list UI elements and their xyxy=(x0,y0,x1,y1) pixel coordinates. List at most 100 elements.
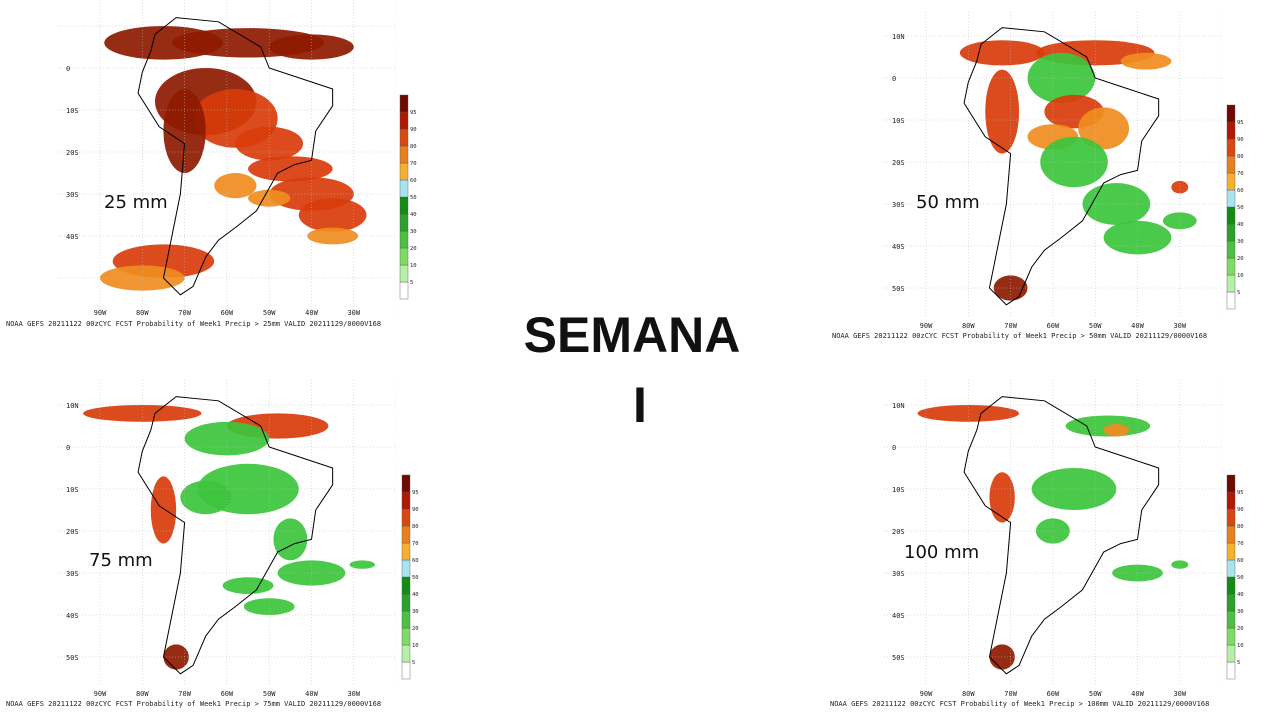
colorbar-segment xyxy=(1226,508,1236,527)
precip-area xyxy=(273,518,308,561)
precip-area xyxy=(1171,180,1189,194)
precip-area xyxy=(307,227,359,245)
colorbar-label: 90 xyxy=(410,127,417,133)
colorbar-segment xyxy=(1226,474,1236,493)
colorbar-segment xyxy=(1226,593,1236,612)
precip-area xyxy=(1078,107,1130,150)
lat-label: 40S xyxy=(892,612,905,620)
precip-area xyxy=(163,644,189,670)
threshold-label: 50 mm xyxy=(916,192,980,213)
lat-label: 20S xyxy=(892,159,905,167)
colorbar-segment xyxy=(1226,627,1236,646)
precip-area xyxy=(349,560,375,569)
colorbar-segment xyxy=(1226,576,1236,595)
colorbar-segment xyxy=(401,644,411,663)
lat-label: 50S xyxy=(892,285,905,293)
lon-label: 30W xyxy=(1173,690,1186,698)
lat-label: 10S xyxy=(892,117,905,125)
colorbar-label: 30 xyxy=(1237,239,1244,245)
precip-area xyxy=(184,421,270,456)
threshold-label: 100 mm xyxy=(904,542,979,563)
colorbar-label: 90 xyxy=(1237,507,1244,513)
lat-label: 20S xyxy=(66,149,79,157)
threshold-label: 25 mm xyxy=(104,192,168,213)
coastline xyxy=(963,396,1160,675)
colorbar-label: 70 xyxy=(1237,541,1244,547)
colorbar-segment xyxy=(401,661,411,680)
map-panel xyxy=(58,380,396,685)
precip-area xyxy=(222,577,274,594)
map-caption: NOAA GEFS 20211122 00zCYC FCST Probabili… xyxy=(6,320,381,328)
precip-area xyxy=(235,126,304,161)
colorbar-label: 40 xyxy=(1237,222,1244,228)
colorbar-segment xyxy=(1226,644,1236,663)
lon-label: 90W xyxy=(920,322,933,330)
precip-area xyxy=(1103,423,1130,437)
colorbar-segment xyxy=(1226,189,1236,208)
map-panel xyxy=(58,0,396,318)
lat-label: 30S xyxy=(66,570,79,578)
lat-label: 10S xyxy=(66,107,79,115)
colorbar-segment xyxy=(1226,525,1236,544)
colorbar-segment xyxy=(401,542,411,561)
lat-label: 10N xyxy=(892,402,905,410)
lat-label: 40S xyxy=(66,233,79,241)
colorbar-label: 60 xyxy=(410,178,417,184)
colorbar-segment xyxy=(1226,257,1236,276)
coastline xyxy=(963,27,1160,306)
colorbar-label: 30 xyxy=(1237,609,1244,615)
precip-area xyxy=(243,598,295,615)
colorbar-label: 5 xyxy=(1237,660,1240,666)
lat-label: 0 xyxy=(892,75,896,83)
colorbar-segment xyxy=(1226,610,1236,629)
colorbar-segment xyxy=(399,162,409,181)
lat-label: 30S xyxy=(66,191,79,199)
lon-label: 90W xyxy=(94,690,107,698)
colorbar-segment xyxy=(1226,104,1236,123)
precip-area xyxy=(150,476,177,544)
precip-area xyxy=(1120,52,1172,70)
lat-label: 0 xyxy=(66,444,70,452)
colorbar-segment xyxy=(1226,661,1236,680)
colorbar-label: 5 xyxy=(410,280,413,286)
lon-label: 40W xyxy=(1131,690,1144,698)
colorbar-segment xyxy=(1226,291,1236,310)
colorbar-label: 20 xyxy=(410,246,417,252)
lon-label: 60W xyxy=(1047,322,1060,330)
map-caption: NOAA GEFS 20211122 00zCYC FCST Probabili… xyxy=(832,332,1207,340)
precip-area xyxy=(985,69,1020,154)
colorbar-label: 40 xyxy=(1237,592,1244,598)
lon-label: 40W xyxy=(305,690,318,698)
lon-label: 40W xyxy=(305,309,318,317)
lat-label: 50S xyxy=(66,654,79,662)
lon-label: 50W xyxy=(263,690,276,698)
colorbar-segment xyxy=(401,525,411,544)
colorbar-label: 20 xyxy=(1237,626,1244,632)
lon-label: 60W xyxy=(1047,690,1060,698)
lat-label: 30S xyxy=(892,570,905,578)
lon-label: 70W xyxy=(1004,322,1017,330)
colorbar-segment xyxy=(401,474,411,493)
lon-label: 30W xyxy=(347,690,360,698)
lon-label: 50W xyxy=(1089,322,1102,330)
precip-area xyxy=(1082,183,1151,225)
colorbar-label: 10 xyxy=(1237,273,1244,279)
lon-label: 50W xyxy=(263,309,276,317)
lon-label: 80W xyxy=(962,690,975,698)
lat-label: 10N xyxy=(66,402,79,410)
colorbar-label: 60 xyxy=(1237,188,1244,194)
colorbar-segment xyxy=(1226,138,1236,157)
colorbar-label: 30 xyxy=(410,229,417,235)
lat-label: 10S xyxy=(892,486,905,494)
colorbar-segment xyxy=(399,247,409,266)
colorbar-label: 10 xyxy=(1237,643,1244,649)
colorbar-segment xyxy=(401,593,411,612)
colorbar-label: 95 xyxy=(1237,490,1244,496)
colorbar-label: 90 xyxy=(1237,137,1244,143)
colorbar-label: 80 xyxy=(410,144,417,150)
colorbar-label: 20 xyxy=(1237,256,1244,262)
lon-label: 90W xyxy=(920,690,933,698)
colorbar-segment xyxy=(401,627,411,646)
colorbar-label: 5 xyxy=(412,660,415,666)
